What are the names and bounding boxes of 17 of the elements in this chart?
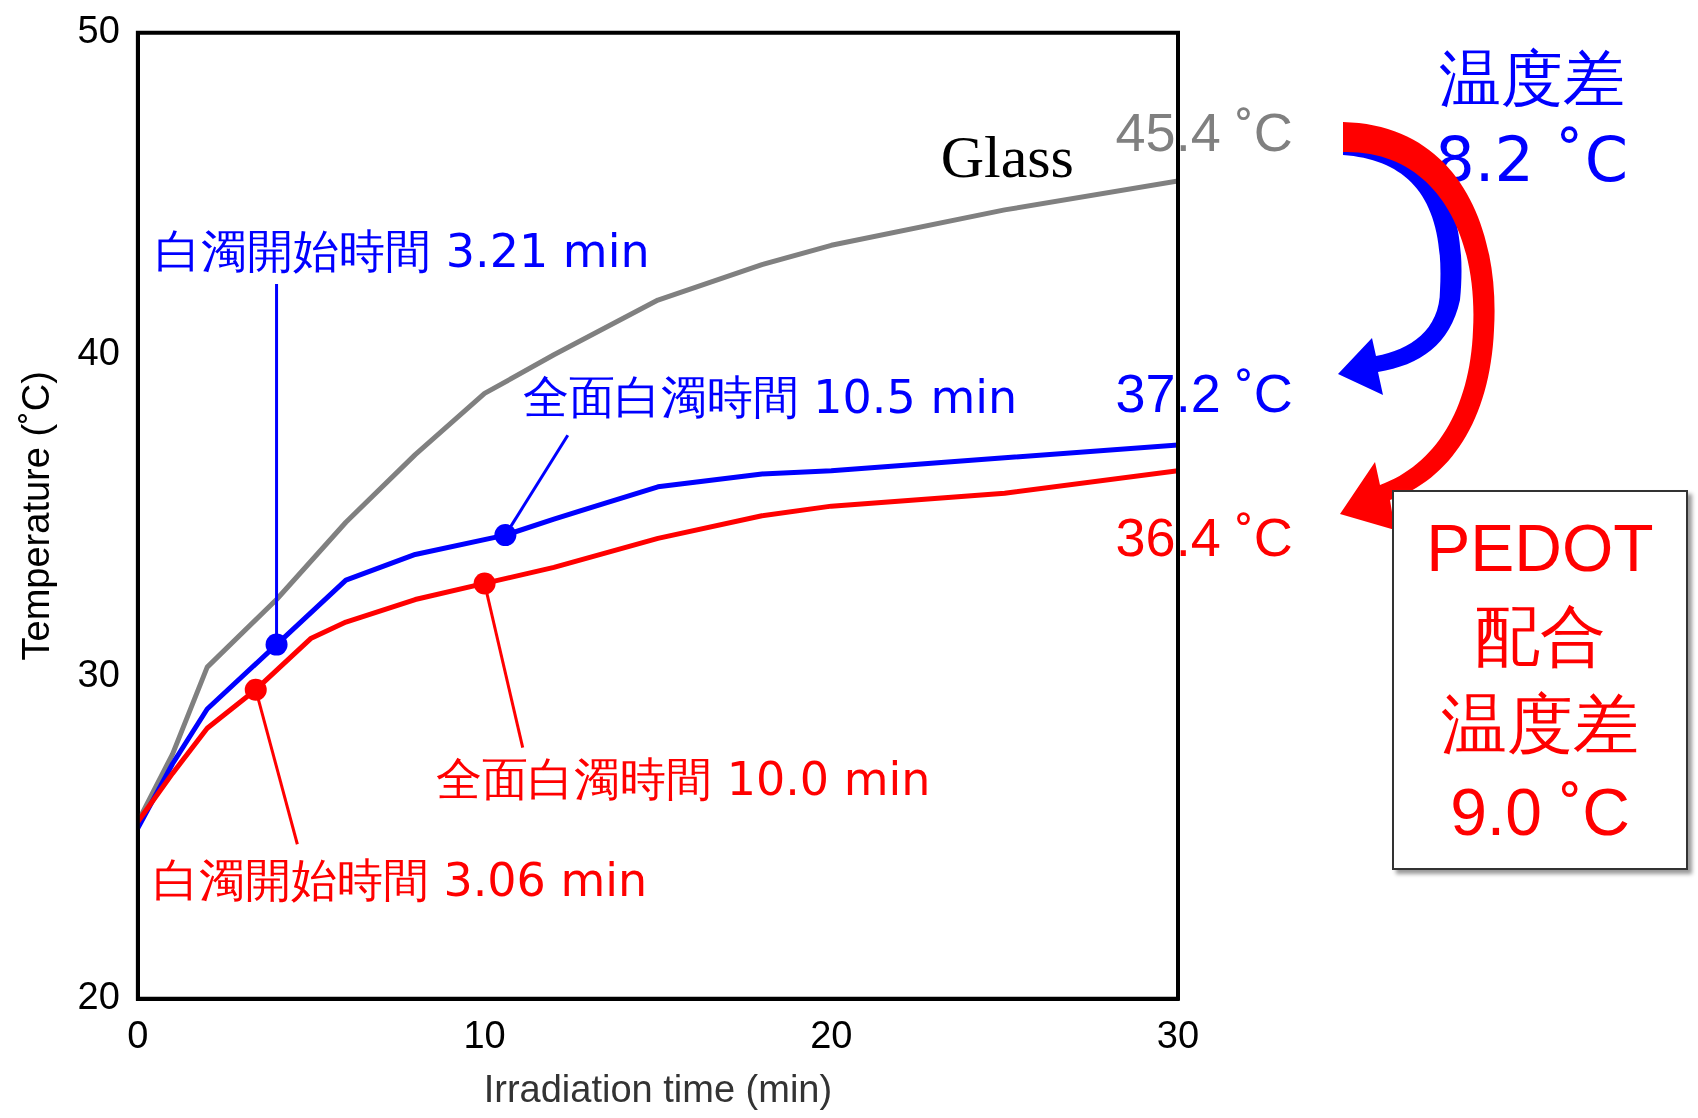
x-tick-label: 0 xyxy=(127,1014,149,1057)
annotation: 白濁開始時間 3.21 min xyxy=(155,223,650,278)
annotation: 全面白濁時間 10.0 min xyxy=(436,752,931,807)
y-tick-label: 30 xyxy=(77,653,120,696)
text: 温度差 9.0 ˚C xyxy=(1441,686,1639,851)
series-label: Glass xyxy=(940,124,1074,191)
y-tick-label: 50 xyxy=(77,9,120,52)
x-tick-label: 20 xyxy=(810,1014,853,1057)
y-tick-label: 40 xyxy=(77,331,120,374)
x-tick-label: 10 xyxy=(463,1014,506,1057)
y-tick-label: 20 xyxy=(77,975,120,1018)
annotation: 全面白濁時間 10.5 min xyxy=(522,370,1018,425)
annotation: 白濁開始時間 3.06 min xyxy=(152,853,648,908)
text: PEDOT 配合 xyxy=(1426,510,1654,675)
y-axis-title: Temperature (˚C) xyxy=(15,371,58,661)
x-axis-title: Irradiation time (min) xyxy=(483,1067,833,1110)
x-tick-label: 30 xyxy=(1156,1014,1200,1057)
